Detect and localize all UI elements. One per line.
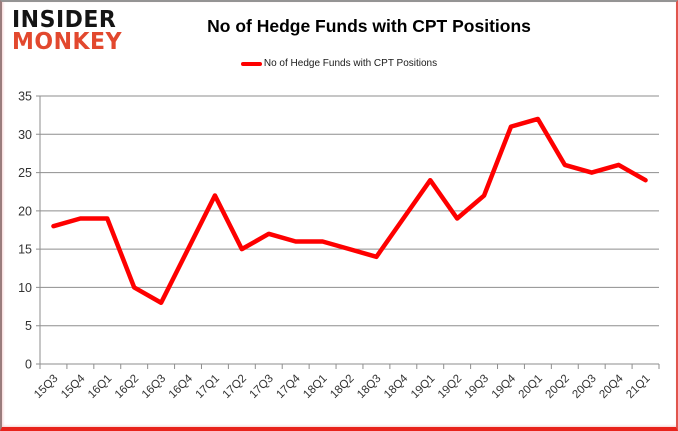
x-axis-label: 16Q2: [113, 373, 141, 401]
x-axis-label: 16Q1: [86, 373, 114, 401]
x-axis-label: 16Q4: [167, 372, 196, 401]
y-axis-label: 35: [18, 90, 32, 104]
y-axis-label: 5: [25, 319, 32, 333]
legend-label: No of Hedge Funds with CPT Positions: [263, 58, 438, 69]
x-axis-label: 19Q2: [436, 373, 464, 401]
x-axis-label: 21Q1: [624, 373, 652, 401]
y-axis-label: 30: [18, 128, 32, 142]
x-axis-label: 17Q2: [221, 373, 249, 401]
logo-monkey-text: MONKEY: [12, 28, 123, 56]
legend-line-marker: [240, 61, 262, 66]
x-axis-label: 17Q3: [247, 373, 275, 401]
x-axis-label: 15Q4: [59, 372, 88, 401]
x-axis-label: 18Q4: [382, 372, 411, 401]
x-axis-label: 17Q1: [194, 373, 222, 401]
x-axis-label: 16Q3: [140, 373, 168, 401]
x-axis-label: 20Q1: [517, 373, 545, 401]
chart-title: No of Hedge Funds with CPT Positions: [207, 16, 531, 36]
legend: No of Hedge Funds with CPT Positions: [2, 58, 676, 69]
x-axis-label: 20Q3: [570, 373, 598, 401]
x-axis-label: 18Q3: [355, 373, 383, 401]
y-axis-label: 10: [18, 281, 32, 295]
x-axis-label: 19Q1: [409, 373, 437, 401]
x-axis-label: 19Q3: [463, 373, 491, 401]
series-line: [51, 116, 648, 305]
y-axis-label: 20: [18, 204, 32, 218]
x-axis-label: 20Q2: [544, 373, 572, 401]
y-axis-label: 0: [25, 358, 32, 372]
insider-monkey-logo: INSIDER MONKEY: [12, 6, 123, 56]
x-axis-label: 18Q2: [328, 373, 356, 401]
y-axis-label: 15: [18, 243, 32, 257]
x-axis-label: 19Q4: [490, 372, 519, 401]
logo-insider-text: INSIDER: [12, 6, 117, 34]
x-axis-label: 15Q3: [32, 373, 60, 401]
x-axis-label: 18Q1: [301, 373, 329, 401]
y-axis-label: 25: [18, 166, 32, 180]
x-axis-label: 17Q4: [274, 372, 303, 401]
x-axis-label: 20Q4: [597, 372, 626, 401]
